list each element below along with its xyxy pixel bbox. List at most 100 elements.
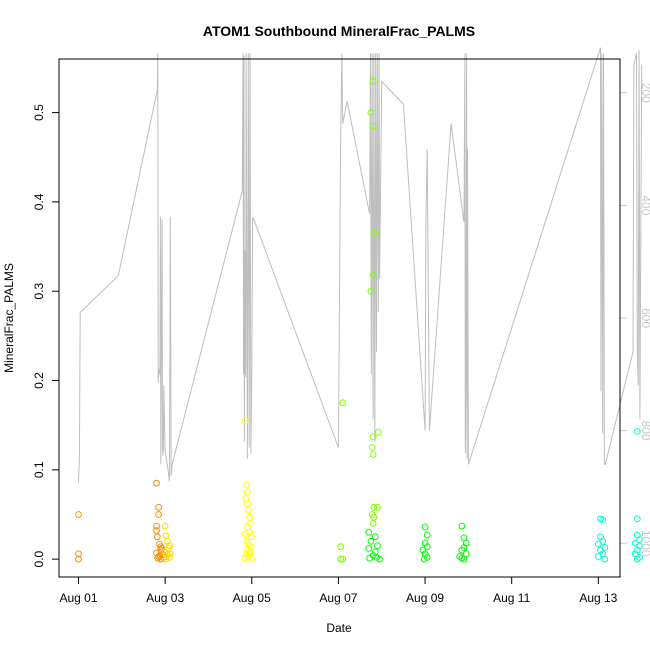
data-point (153, 479, 160, 487)
data-point (369, 451, 377, 459)
right-axis: 200 400 600 800 1000 (619, 83, 650, 557)
data-point (365, 528, 373, 536)
data-point (371, 533, 379, 541)
y-tick-label: 0.2 (32, 372, 46, 389)
data-point (374, 503, 381, 511)
data-point (367, 287, 375, 295)
data-point (421, 523, 429, 531)
pressure-line-layer (78, 47, 643, 483)
data-point (594, 540, 602, 548)
y-tick-label: 0.4 (32, 193, 46, 210)
y-tick-label: 0.3 (32, 283, 46, 300)
data-point (366, 554, 374, 562)
data-point (166, 554, 173, 561)
data-point (370, 229, 378, 237)
data-point (633, 428, 641, 435)
data-point (368, 444, 376, 451)
x-tick-label: Aug 13 (579, 591, 617, 605)
data-points-layer (75, 77, 643, 563)
data-point (369, 433, 377, 441)
data-point (633, 555, 641, 563)
data-point (370, 503, 378, 511)
data-point (421, 539, 429, 547)
data-point (166, 550, 174, 558)
data-point (244, 488, 251, 496)
x-axis: Aug 01 Aug 03 Aug 05 Aug 07 Aug 09 Aug 11 Aug … (59, 576, 618, 605)
data-point (337, 543, 345, 550)
data-point (633, 546, 641, 554)
x-tick-label: Aug 03 (146, 591, 184, 605)
data-point (633, 515, 641, 523)
y-tick-label: 0.0 (32, 550, 46, 567)
data-point (458, 522, 466, 530)
data-point (423, 543, 431, 550)
data-point (244, 500, 251, 508)
data-point (365, 545, 373, 552)
x-tick-label: Aug 11 (493, 591, 530, 605)
data-point (156, 552, 164, 559)
x-axis-label: Date (326, 621, 352, 635)
data-point (369, 271, 377, 279)
data-point (601, 555, 609, 563)
right-tick-label: 600 (639, 308, 650, 328)
data-point (337, 555, 345, 563)
right-tick-label: 1000 (639, 530, 650, 557)
data-point (155, 503, 163, 511)
data-point (339, 399, 347, 407)
right-tick-label: 400 (639, 195, 650, 215)
data-point (374, 542, 381, 550)
data-point (241, 530, 249, 538)
data-point (631, 539, 639, 547)
data-point (75, 511, 82, 518)
data-point (162, 555, 170, 563)
data-point (243, 481, 251, 489)
plot-frame (58, 58, 621, 578)
data-point (374, 428, 382, 436)
data-point (158, 545, 166, 552)
right-tick-label: 800 (639, 421, 650, 441)
data-point (244, 506, 252, 514)
pressure-line (78, 47, 643, 483)
data-point (419, 546, 427, 554)
data-point (597, 546, 604, 554)
data-point (594, 553, 602, 560)
y-axis: 0.0 0.1 0.2 0.3 0.4 0.5 (32, 104, 60, 567)
data-point (241, 417, 249, 425)
data-point (367, 109, 375, 116)
x-tick-label: Aug 05 (233, 591, 271, 605)
chart-title: ATOM1 Southbound MineralFrac_PALMS (203, 23, 475, 39)
data-point (153, 522, 160, 530)
data-point (339, 555, 347, 563)
y-axis-label: MineralFrac_PALMS (2, 263, 16, 373)
y-tick-label: 0.1 (32, 461, 46, 478)
data-point (155, 511, 163, 518)
data-point (458, 546, 466, 554)
data-point (75, 555, 82, 563)
data-point (245, 550, 253, 558)
data-point (244, 554, 252, 561)
data-point (369, 122, 377, 130)
data-point (420, 555, 428, 563)
data-point (162, 532, 170, 540)
x-tick-label: Aug 01 (59, 591, 97, 605)
data-point (373, 554, 380, 561)
data-point (423, 531, 431, 539)
data-point (369, 77, 377, 85)
data-point (247, 520, 254, 527)
data-point (248, 555, 256, 563)
data-point (161, 522, 169, 530)
data-point (599, 516, 607, 524)
data-point (369, 520, 377, 527)
x-tick-label: Aug 07 (319, 591, 357, 605)
data-point (601, 544, 609, 551)
data-point (241, 554, 249, 562)
data-point (246, 513, 254, 521)
x-tick-label: Aug 09 (406, 591, 444, 605)
data-point (248, 533, 256, 541)
data-point (367, 537, 375, 545)
data-point (458, 554, 466, 562)
right-tick-label: 200 (639, 83, 650, 103)
data-point (153, 533, 161, 541)
y-tick-label: 0.5 (32, 104, 46, 121)
